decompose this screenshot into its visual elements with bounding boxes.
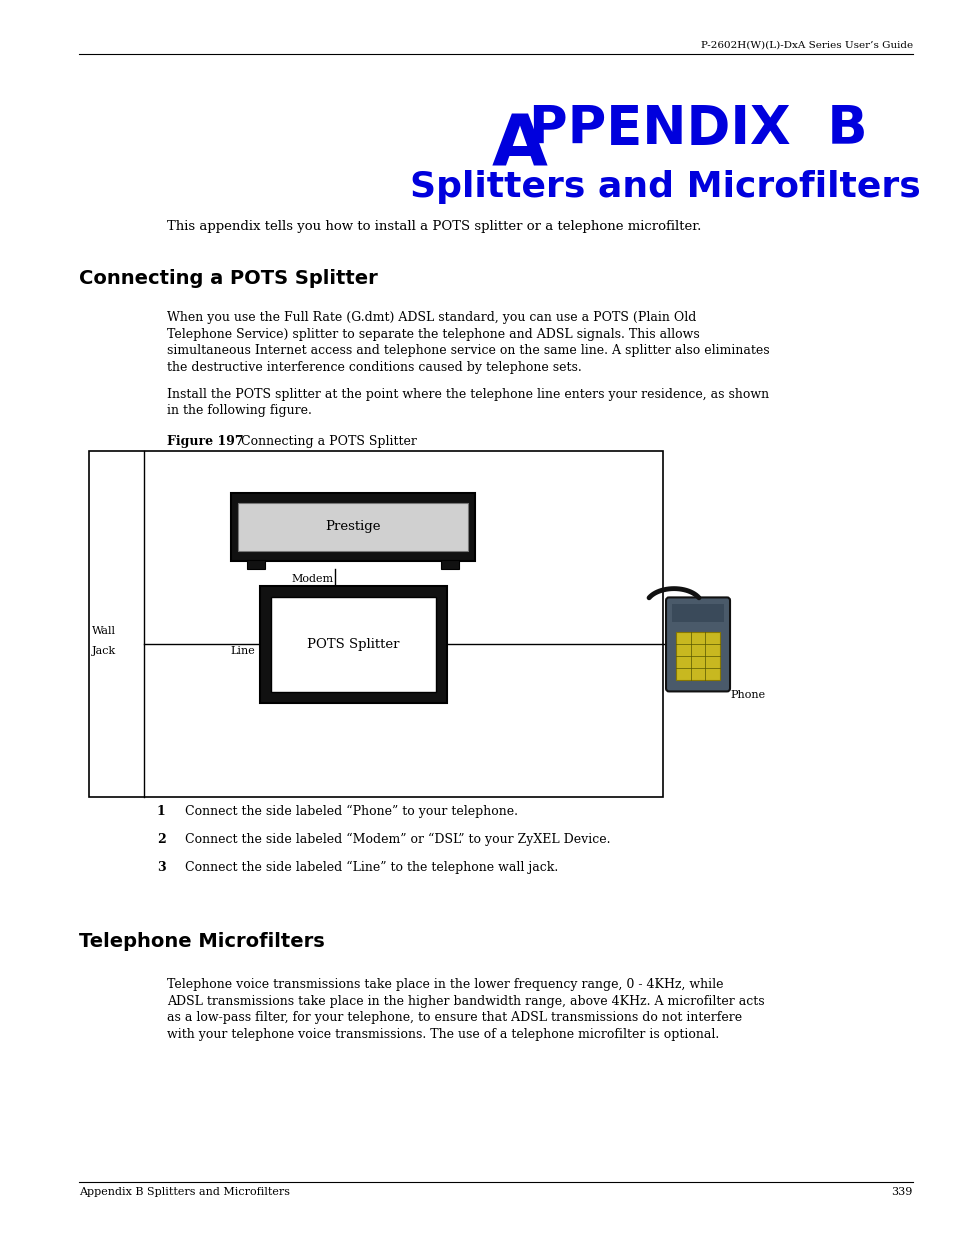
Bar — [440, 559, 458, 569]
Text: This appendix tells you how to install a POTS splitter or a telephone microfilte: This appendix tells you how to install a… — [167, 220, 700, 233]
Bar — [259, 585, 446, 703]
Text: When you use the Full Rate (G.dmt) ADSL standard, you can use a POTS (Plain Old: When you use the Full Rate (G.dmt) ADSL … — [167, 311, 696, 325]
Text: Connecting a POTS Splitter: Connecting a POTS Splitter — [79, 269, 377, 288]
Text: Jack: Jack — [92, 646, 116, 657]
Text: Telephone voice transmissions take place in the lower frequency range, 0 - 4KHz,: Telephone voice transmissions take place… — [167, 978, 722, 992]
Text: POTS Splitter: POTS Splitter — [307, 638, 399, 651]
Text: Connect the side labeled “Phone” to your telephone.: Connect the side labeled “Phone” to your… — [185, 805, 517, 819]
Text: Splitters and Microfilters: Splitters and Microfilters — [410, 170, 920, 205]
Bar — [89, 451, 662, 797]
Text: the destructive interference conditions caused by telephone sets.: the destructive interference conditions … — [167, 361, 581, 374]
Text: simultaneous Internet access and telephone service on the same line. A splitter : simultaneous Internet access and telepho… — [167, 345, 769, 357]
FancyBboxPatch shape — [665, 598, 729, 692]
Text: Install the POTS splitter at the point where the telephone line enters your resi: Install the POTS splitter at the point w… — [167, 388, 768, 401]
Text: ADSL transmissions take place in the higher bandwidth range, above 4KHz. A micro: ADSL transmissions take place in the hig… — [167, 994, 763, 1008]
Text: Figure 197: Figure 197 — [167, 435, 243, 448]
Text: Modem: Modem — [291, 574, 333, 584]
Text: Line: Line — [231, 646, 255, 657]
Text: 1: 1 — [157, 805, 166, 819]
Bar — [247, 559, 265, 569]
Text: 2: 2 — [157, 834, 166, 846]
Bar — [271, 597, 436, 692]
Text: PPENDIX  B: PPENDIX B — [529, 104, 867, 156]
Text: Appendix B Splitters and Microfilters: Appendix B Splitters and Microfilters — [79, 1187, 290, 1197]
Bar — [231, 493, 475, 561]
Text: A: A — [491, 111, 547, 180]
Text: Phone: Phone — [729, 690, 764, 700]
Text: Connect the side labeled “Modem” or “DSL” to your ZyXEL Device.: Connect the side labeled “Modem” or “DSL… — [185, 834, 610, 846]
Text: as a low-pass filter, for your telephone, to ensure that ADSL transmissions do n: as a low-pass filter, for your telephone… — [167, 1011, 741, 1024]
Text: with your telephone voice transmissions. The use of a telephone microfilter is o: with your telephone voice transmissions.… — [167, 1028, 719, 1041]
Bar — [676, 632, 720, 680]
Text: Connecting a POTS Splitter: Connecting a POTS Splitter — [229, 435, 416, 448]
Text: 3: 3 — [157, 861, 166, 874]
Text: P-2602H(W)(L)-DxA Series User’s Guide: P-2602H(W)(L)-DxA Series User’s Guide — [700, 41, 912, 49]
Bar — [238, 503, 468, 551]
Text: 339: 339 — [891, 1187, 912, 1197]
Text: Prestige: Prestige — [325, 520, 380, 534]
Text: Telephone Service) splitter to separate the telephone and ADSL signals. This all: Telephone Service) splitter to separate … — [167, 327, 699, 341]
Bar — [671, 604, 723, 622]
Text: Telephone Microfilters: Telephone Microfilters — [79, 932, 325, 951]
Text: Connect the side labeled “Line” to the telephone wall jack.: Connect the side labeled “Line” to the t… — [185, 861, 558, 874]
Text: in the following figure.: in the following figure. — [167, 404, 312, 417]
Text: Wall: Wall — [92, 626, 116, 636]
